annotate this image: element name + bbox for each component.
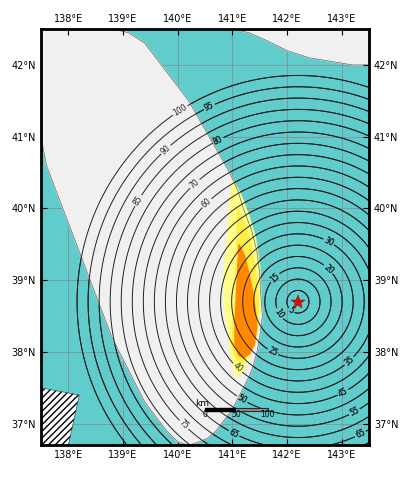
Text: 15: 15	[267, 271, 281, 284]
Text: 80: 80	[211, 134, 224, 146]
Text: 100: 100	[260, 409, 274, 419]
Text: 35: 35	[342, 354, 355, 367]
Text: 15: 15	[267, 271, 281, 284]
Text: 20: 20	[321, 262, 334, 275]
Text: 0: 0	[202, 409, 207, 419]
Text: 40: 40	[230, 361, 244, 375]
Polygon shape	[232, 29, 368, 65]
Text: 10: 10	[272, 307, 285, 320]
Text: 50: 50	[231, 409, 241, 419]
Text: 100: 100	[171, 103, 188, 118]
Text: 95: 95	[202, 101, 215, 113]
Text: 75: 75	[177, 418, 190, 431]
Text: 5: 5	[286, 306, 295, 316]
Text: 35: 35	[342, 354, 355, 367]
Text: 65: 65	[227, 427, 240, 439]
Text: 60: 60	[200, 197, 213, 210]
Text: 25: 25	[266, 346, 279, 358]
Text: 55: 55	[347, 406, 360, 418]
Text: 100: 100	[171, 103, 188, 118]
Text: 30: 30	[321, 236, 334, 248]
Text: 65: 65	[353, 428, 366, 440]
Text: 65: 65	[227, 427, 240, 439]
Text: 50: 50	[235, 393, 248, 406]
Text: 65: 65	[353, 428, 366, 440]
Polygon shape	[232, 209, 258, 363]
Text: 5: 5	[286, 306, 295, 316]
Text: 45: 45	[336, 386, 348, 399]
Text: 85: 85	[131, 194, 144, 207]
Text: 10: 10	[272, 307, 285, 320]
Text: 60: 60	[200, 197, 213, 210]
Polygon shape	[41, 29, 262, 445]
Polygon shape	[234, 244, 256, 358]
Text: 90: 90	[159, 143, 172, 156]
Text: 70: 70	[188, 177, 201, 190]
Text: 20: 20	[321, 262, 334, 275]
Polygon shape	[41, 388, 79, 445]
Text: 70: 70	[188, 177, 201, 190]
Text: 95: 95	[202, 101, 215, 113]
Text: 80: 80	[211, 134, 224, 146]
Text: km: km	[195, 399, 209, 408]
Text: 30: 30	[321, 236, 334, 248]
Text: 50: 50	[235, 393, 248, 406]
Text: 25: 25	[266, 346, 279, 358]
Text: 90: 90	[159, 143, 172, 156]
Text: 45: 45	[336, 386, 348, 399]
Text: 40: 40	[230, 361, 244, 375]
Polygon shape	[224, 180, 260, 377]
Text: 85: 85	[131, 194, 144, 207]
Text: 55: 55	[347, 406, 360, 418]
Text: 75: 75	[177, 418, 190, 431]
